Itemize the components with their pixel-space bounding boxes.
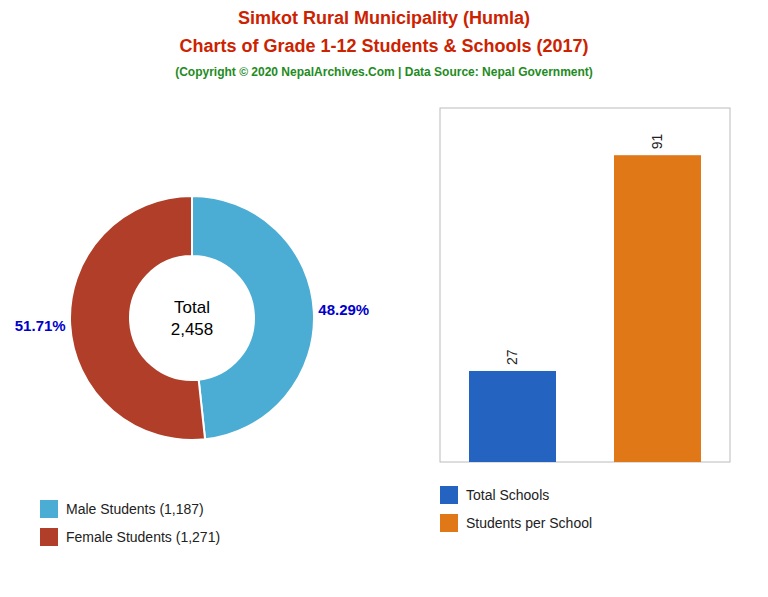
legend-swatch [440,486,458,504]
copyright-note: (Copyright © 2020 NepalArchives.Com | Da… [175,65,593,79]
legend-swatch [40,528,58,546]
legend-label: Male Students (1,187) [66,501,204,517]
donut-slice [70,196,205,440]
center-label: Total 2,458 [171,298,214,339]
legend-label: Students per School [466,515,592,531]
donut-slice [192,196,314,439]
chart-root: Simkot Rural Municipality (Humla) Charts … [0,0,768,597]
data-label: 27 [505,349,521,365]
title: Simkot Rural Municipality (Humla) [238,8,530,28]
text-line: Total [174,298,210,317]
legend-swatch [440,514,458,532]
text-line: 2,458 [171,320,214,339]
legend-swatch [40,500,58,518]
plot-frame [440,108,730,462]
bar [614,155,701,462]
legend: Total Schools Students per School [440,486,592,532]
legend-label: Total Schools [466,487,549,503]
bar [469,371,556,462]
donut [70,196,314,440]
subtitle: Charts of Grade 1-12 Students & Schools … [179,36,588,56]
data-label: 48.29% [318,301,369,318]
data-label: 51.71% [15,317,66,334]
data-label: 91 [650,133,666,149]
bars [469,155,701,462]
legend: Male Students (1,187) Female Students (1,… [40,500,220,546]
legend-label: Female Students (1,271) [66,529,220,545]
